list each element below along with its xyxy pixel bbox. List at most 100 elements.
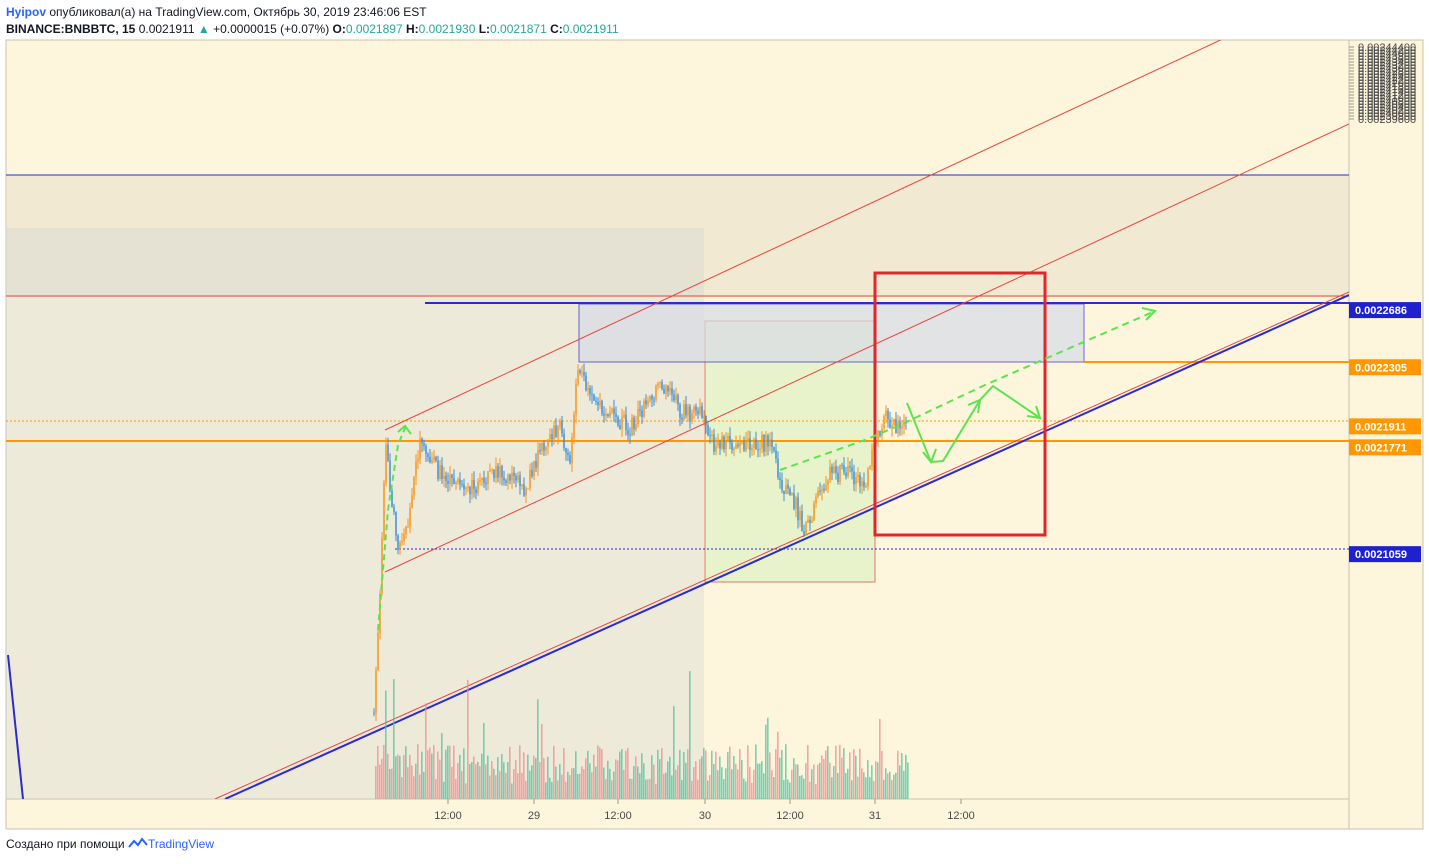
- time-ticks: 12:00 29 12:00 30 12:00 31 12:00: [434, 799, 975, 822]
- volume-bar: [527, 754, 529, 799]
- candle-body: [845, 472, 847, 477]
- candle-body: [831, 466, 833, 473]
- volume-bar: [431, 753, 433, 799]
- candle-body: [689, 406, 691, 422]
- candle-body: [609, 411, 611, 417]
- candle-body: [759, 448, 761, 451]
- volume-bar: [679, 749, 681, 799]
- price-ticks: 0.002444000.002442000.002440000.00243800…: [1349, 42, 1416, 126]
- volume-bar: [411, 765, 413, 799]
- volume-bar: [443, 781, 445, 799]
- tradingview-logo-icon: [128, 837, 148, 848]
- candle-body: [421, 438, 423, 444]
- volume-bar: [479, 766, 481, 799]
- arrow-head-2: [1141, 307, 1157, 321]
- price-tick-label: 0.00243200: [1358, 60, 1416, 72]
- candle-body: [627, 430, 629, 435]
- candle-body: [591, 394, 593, 396]
- volume-bar: [833, 765, 835, 799]
- candle-body: [501, 466, 503, 478]
- candle-body: [635, 424, 637, 430]
- candle-body: [735, 444, 737, 449]
- volume-bar: [777, 731, 779, 799]
- time-tick-label: 12:00: [947, 810, 975, 822]
- candle-body: [617, 416, 619, 426]
- candle-body: [577, 370, 579, 384]
- volume-bar: [851, 780, 853, 799]
- channel-lower-line[interactable]: [384, 123, 1349, 573]
- volume-bar: [591, 772, 593, 799]
- candle-body: [891, 425, 893, 428]
- volume-bar: [611, 780, 613, 799]
- candle-body: [377, 632, 379, 671]
- volume-bar: [703, 747, 705, 799]
- candle-body: [387, 444, 389, 461]
- channel-upper-line[interactable]: [384, 0, 1349, 431]
- tradingview-link[interactable]: TradingView: [147, 837, 215, 851]
- candle-body: [643, 400, 645, 417]
- resistance-zone[interactable]: [6, 175, 1349, 297]
- price-label-text: 0.0022305: [1355, 362, 1407, 374]
- volume-bar: [813, 764, 815, 799]
- candle-body: [899, 421, 901, 429]
- focus-box[interactable]: [873, 271, 1047, 537]
- support-blue-line[interactable]: [224, 294, 1349, 799]
- projection-dashed-1[interactable]: [377, 427, 406, 631]
- candle-body: [543, 442, 545, 451]
- candle-body: [497, 466, 499, 478]
- candle-body: [877, 430, 879, 442]
- plot-area[interactable]: [5, 39, 1350, 800]
- candle-body: [541, 442, 543, 452]
- author-link[interactable]: Hyipov: [6, 5, 47, 19]
- volume-bar: [415, 763, 417, 799]
- volume-bar: [599, 747, 601, 799]
- candle-body: [637, 409, 639, 425]
- candle-body: [785, 484, 787, 494]
- left-blue-line[interactable]: [7, 654, 24, 799]
- volume-bar: [877, 762, 879, 799]
- volume-bar: [867, 760, 869, 799]
- support-red-line[interactable]: [214, 291, 1349, 799]
- volume-bar: [455, 778, 457, 799]
- time-tick-label: 12:00: [434, 810, 462, 822]
- volume-bar: [781, 749, 783, 799]
- candle-body: [723, 436, 725, 450]
- volume-bar: [615, 759, 617, 799]
- candle-body: [837, 472, 839, 482]
- volume-bar: [423, 771, 425, 799]
- candle-body: [683, 404, 685, 420]
- supply-box[interactable]: [578, 303, 1085, 363]
- volume-bar: [533, 755, 535, 799]
- candle-body: [741, 441, 743, 443]
- time-axis[interactable]: [5, 798, 1350, 830]
- candle-body: [819, 490, 821, 492]
- volume-bar: [447, 745, 449, 799]
- projection-dashed-2[interactable]: [779, 310, 1156, 471]
- projection-solid[interactable]: [906, 384, 1041, 464]
- candle-body: [491, 469, 493, 471]
- volume-bar: [581, 766, 583, 799]
- candle-body: [745, 440, 747, 451]
- candle-body: [861, 481, 863, 486]
- candle-body: [817, 490, 819, 497]
- candle-body: [417, 458, 419, 462]
- price-scale[interactable]: [1348, 39, 1424, 830]
- green-zone[interactable]: [704, 320, 876, 583]
- price-label-box: [1349, 546, 1421, 563]
- volume-bar: [545, 782, 547, 799]
- candle-body: [821, 488, 823, 492]
- candle-body: [839, 464, 841, 482]
- candle-body: [857, 474, 859, 477]
- volume-bar: [683, 751, 685, 799]
- volume-bar: [715, 751, 717, 799]
- volume-bar: [429, 747, 431, 799]
- candle-body: [611, 408, 613, 412]
- volume-bar: [859, 748, 861, 799]
- volume-bar: [903, 770, 905, 799]
- candle-body: [587, 387, 589, 391]
- volume-bar: [749, 766, 751, 799]
- open-label: O:: [332, 22, 346, 36]
- volume-bar: [621, 749, 623, 799]
- candle-body: [559, 420, 561, 427]
